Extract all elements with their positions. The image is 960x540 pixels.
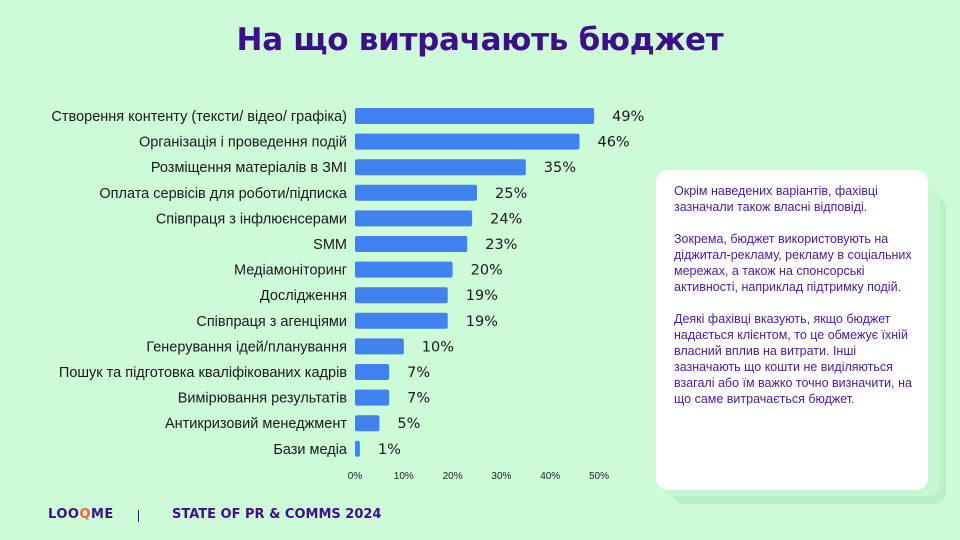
looqme-logo: LOOQME [48, 507, 114, 522]
category-label: Співпраця з агенціями [196, 314, 347, 330]
value-label: 49% [612, 109, 644, 125]
bar [355, 338, 404, 355]
note-paragraph: Зокрема, бюджет використовують на діджит… [674, 232, 912, 294]
page-title: На що витрачають бюджет [236, 22, 724, 58]
bar [355, 415, 380, 432]
value-label: 5% [397, 416, 420, 432]
value-label: 23% [485, 237, 517, 253]
note-paragraph: Деякі фахівці вказують, якщо бюджет нада… [674, 312, 912, 406]
x-tick-label: 0% [348, 471, 363, 482]
value-label: 19% [466, 288, 498, 304]
category-label: Бази медіа [273, 442, 348, 458]
bar [355, 261, 453, 278]
value-label: 20% [471, 263, 503, 279]
bar [355, 184, 477, 201]
category-label: Розміщення матеріалів в ЗМІ [151, 160, 347, 176]
x-tick-label: 10% [394, 471, 414, 482]
category-label: SMM [313, 237, 347, 253]
category-label: Створення контенту (тексти/ відео/ графі… [51, 109, 347, 125]
category-label: Пошук та підготовка кваліфікованих кадрі… [59, 365, 347, 381]
bar [355, 312, 448, 329]
x-tick-label: 20% [443, 471, 463, 482]
bar [355, 108, 595, 124]
category-label: Антикризовий менеджмент [165, 416, 347, 432]
category-label: Організація і проведення подій [139, 135, 347, 151]
x-tick-label: 50% [589, 471, 609, 482]
value-label: 1% [378, 442, 401, 458]
category-label: Медіамоніторинг [234, 263, 347, 279]
value-label: 35% [544, 160, 576, 176]
category-label: Оплата сервісів для роботи/підписка [99, 186, 348, 202]
report-title: STATE OF PR & COMMS 2024 [172, 507, 382, 522]
note-paragraph: Окрім наведених варіантів, фахівці зазна… [674, 184, 878, 214]
bar [355, 287, 448, 304]
value-label: 7% [407, 391, 430, 407]
note-card: Окрім наведених варіантів, фахівці зазна… [656, 170, 928, 490]
bar [355, 236, 468, 252]
category-label: Генерування ідей/планування [146, 339, 347, 355]
bar [355, 389, 390, 406]
category-label: Дослідження [260, 288, 347, 304]
bar [355, 440, 360, 457]
value-label: 10% [422, 339, 454, 355]
value-label: 46% [597, 135, 629, 151]
value-label: 25% [495, 186, 527, 202]
footer-divider [138, 510, 139, 522]
category-label: Співпраця з інфлюєнсерами [156, 211, 347, 227]
category-label: Вимірювання результатів [178, 391, 348, 407]
x-tick-label: 30% [491, 471, 511, 482]
bar [355, 133, 580, 150]
bar [355, 364, 390, 380]
x-tick-label: 40% [540, 471, 560, 482]
bar [355, 210, 473, 227]
value-label: 7% [407, 365, 430, 381]
value-label: 19% [466, 314, 498, 330]
value-label: 24% [490, 211, 522, 227]
bar [355, 159, 526, 176]
